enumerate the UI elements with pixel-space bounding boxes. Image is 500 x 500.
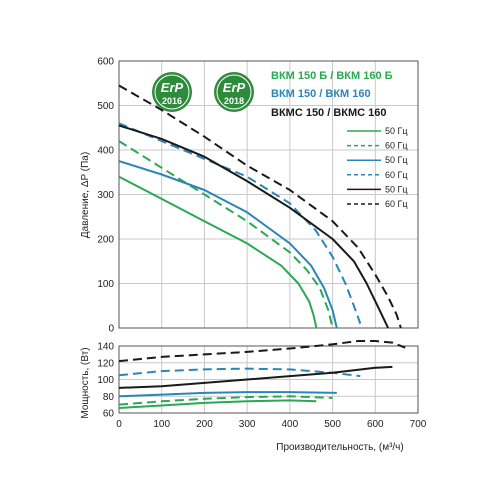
erp-2016-badge-circle bbox=[152, 72, 192, 112]
power-plot: 60 80 100 120 140 0 100 200 300 400 500 600 700 bbox=[97, 340, 427, 430]
power-series-line-3 bbox=[118, 367, 361, 378]
flow-x-tick-label-4: 400 bbox=[282, 419, 299, 430]
pressure-y-tick-label-2: 200 bbox=[97, 235, 114, 246]
erp-2018-badge-label: ErP bbox=[223, 80, 246, 95]
flow-x-tick-label-2: 200 bbox=[196, 419, 213, 430]
pressure-y-tick-label-6: 600 bbox=[97, 57, 114, 68]
pressure-series-line-5 bbox=[118, 84, 402, 329]
pressure-y-tick-label-4: 400 bbox=[97, 146, 114, 157]
legend-entry-0-1: 60 Гц bbox=[385, 141, 408, 151]
power-axis-label: Мощность, (Вт) bbox=[80, 347, 91, 418]
legend-entry-2-0: 50 Гц bbox=[385, 184, 408, 194]
pressure-y-tick-label-0: 0 bbox=[108, 324, 114, 335]
legend-entry-1-0: 50 Гц bbox=[385, 155, 408, 165]
erp-2016-badge-ring bbox=[154, 74, 190, 110]
power-series-line-5 bbox=[118, 340, 406, 363]
flow-x-tick-label-1: 100 bbox=[153, 419, 170, 430]
pressure-series-line-4 bbox=[118, 124, 390, 329]
pressure-plot: 0 100 200 300 400 500 600 bbox=[97, 57, 419, 335]
legend-group-title-1: ВКМ 150 / ВКМ 160 bbox=[271, 88, 371, 100]
erp-2016-badge-label: ErP bbox=[161, 80, 184, 95]
pressure-y-tick-label-1: 100 bbox=[97, 279, 114, 290]
power-plot-frame bbox=[118, 345, 419, 414]
flow-x-tick-label-0: 0 bbox=[116, 419, 122, 430]
pressure-series-line-1 bbox=[118, 140, 334, 329]
power-y-tick-label-4: 140 bbox=[97, 342, 114, 353]
pressure-plot-frame bbox=[118, 60, 419, 329]
power-series-line-4 bbox=[118, 365, 393, 389]
pressure-series-line-2 bbox=[118, 160, 338, 329]
power-series-line-1 bbox=[118, 395, 333, 406]
erp-2016-badge: ErP 2016 bbox=[152, 72, 192, 112]
erp-2018-badge-ring bbox=[216, 74, 252, 110]
legend-entry-0-0: 50 Гц bbox=[385, 126, 408, 136]
pressure-series-line-3 bbox=[118, 122, 362, 324]
power-series-line-0 bbox=[118, 399, 317, 409]
pressure-axis-label: Давление, ΔP (Па) bbox=[80, 152, 91, 238]
pressure-series-line-0 bbox=[118, 175, 318, 329]
flow-axis-label: Производительность, (м³/ч) bbox=[276, 442, 403, 453]
erp-2018-badge-circle bbox=[214, 72, 254, 112]
pressure-y-tick-label-3: 300 bbox=[97, 190, 114, 201]
pressure-y-tick-label-5: 500 bbox=[97, 101, 114, 112]
power-y-tick-label-2: 100 bbox=[97, 375, 114, 386]
legend-group-title-2: ВКМС 150 / ВКМС 160 bbox=[271, 107, 387, 119]
flow-x-tick-label-7: 700 bbox=[410, 419, 427, 430]
flow-x-tick-label-6: 600 bbox=[367, 419, 384, 430]
flow-x-tick-label-3: 300 bbox=[239, 419, 256, 430]
power-y-tick-label-3: 120 bbox=[97, 358, 114, 369]
power-y-tick-label-1: 80 bbox=[103, 392, 115, 403]
erp-2018-badge-year: 2018 bbox=[224, 96, 244, 106]
legend: ВКМ 150 Б / ВКМ 160 Б ВКМ 150 / ВКМ 160 ВК… bbox=[271, 70, 408, 209]
erp-2016-badge-year: 2016 bbox=[162, 96, 182, 106]
legend-entry-1-1: 60 Гц bbox=[385, 170, 408, 180]
erp-2018-badge: ErP 2018 bbox=[214, 72, 254, 112]
legend-entry-2-1: 60 Гц bbox=[385, 199, 408, 209]
power-y-tick-label-0: 60 bbox=[103, 409, 115, 420]
power-series-line-2 bbox=[118, 391, 337, 398]
flow-x-tick-label-5: 500 bbox=[324, 419, 341, 430]
legend-group-title-0: ВКМ 150 Б / ВКМ 160 Б bbox=[271, 70, 393, 82]
